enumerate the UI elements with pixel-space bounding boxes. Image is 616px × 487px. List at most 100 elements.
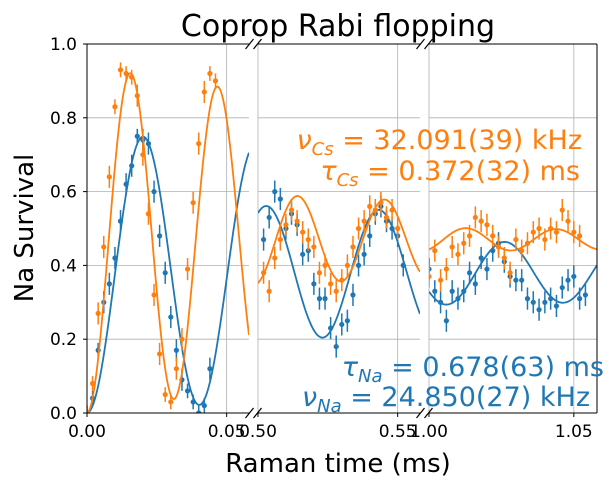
data-point [524, 240, 531, 246]
axis-break-mark [424, 407, 433, 419]
data-point [367, 233, 373, 239]
data-point [559, 284, 565, 291]
data-point [455, 296, 461, 302]
data-point [316, 270, 323, 276]
data-point [437, 277, 444, 283]
data-point [478, 255, 484, 261]
fit-curve-series-1 [258, 205, 420, 339]
x-tick-label: 1.05 [555, 422, 593, 442]
data-point [311, 244, 317, 250]
x-tick-label: 0.55 [379, 422, 417, 442]
data-point [316, 296, 323, 302]
data-point [429, 273, 432, 280]
data-point [179, 336, 185, 342]
data-point [294, 218, 300, 224]
data-point [484, 266, 490, 272]
panel-2: 0.50 0.55 [239, 43, 420, 442]
data-point [449, 244, 455, 250]
data-point [513, 277, 519, 283]
fit-curve-series-1 [429, 241, 597, 306]
data-point [389, 207, 395, 213]
data-point [339, 321, 345, 328]
data-point [151, 189, 157, 195]
data-point [571, 273, 577, 280]
data-point [328, 281, 334, 287]
data-point [145, 141, 152, 147]
data-point [277, 196, 283, 202]
data-point [553, 229, 560, 235]
cs-tau-label: τCs = 0.372(32) ms [320, 156, 580, 191]
data-point [501, 255, 507, 261]
axis-break-mark [416, 38, 425, 50]
x-tick-label: 0.00 [68, 422, 106, 442]
fit-curve-series-2 [429, 227, 597, 252]
data-point [530, 299, 536, 305]
data-point [106, 281, 112, 287]
data-point [190, 200, 196, 206]
data-point [490, 248, 496, 254]
data-point [548, 296, 554, 302]
data-point [565, 277, 571, 283]
y-tick-label: 1.0 [50, 35, 77, 55]
axis-break-mark [245, 38, 254, 50]
data-point [322, 296, 328, 302]
panels-layer: 0.00.20.40.60.81.00.00 0.050.50 0.551.00 1.… [50, 35, 598, 442]
panel-data [429, 198, 597, 332]
data-point [378, 200, 384, 206]
chart-title: Coprop Rabi flopping [181, 9, 495, 44]
axis-break-mark [253, 407, 262, 419]
data-point [577, 233, 583, 239]
data-point [582, 292, 589, 298]
x-tick-label: 0.50 [239, 422, 277, 442]
data-point [129, 163, 135, 169]
data-point [117, 67, 124, 73]
data-point [123, 70, 129, 77]
data-point [333, 288, 339, 294]
data-point [565, 218, 571, 224]
data-point [112, 104, 118, 110]
x-tick-label: 1.00 [410, 422, 448, 442]
data-point [339, 277, 345, 283]
data-point [272, 189, 278, 195]
data-point [123, 181, 129, 187]
data-point [173, 347, 179, 353]
data-point [443, 266, 449, 272]
data-point [361, 218, 367, 224]
data-point [350, 292, 356, 298]
data-point [162, 391, 168, 398]
na-tau-label: τNa = 0.678(63) ms [342, 352, 604, 387]
data-point [542, 236, 548, 243]
data-point [437, 299, 444, 305]
data-point [300, 229, 306, 235]
y-axis-label: Na Survival [10, 154, 40, 302]
data-point [355, 262, 362, 268]
data-point [266, 288, 272, 294]
data-point [372, 207, 378, 213]
data-point [536, 307, 542, 313]
data-point [173, 366, 179, 372]
data-point [129, 74, 135, 80]
na-frequency-label: νNa = 24.850(27) kHz [302, 382, 590, 417]
data-point [553, 303, 560, 309]
data-point [140, 152, 146, 158]
data-point [513, 236, 519, 243]
data-point [196, 410, 202, 413]
data-point [361, 251, 367, 257]
data-point [106, 174, 112, 180]
panel-1: 0.00 0.05 [68, 43, 249, 442]
fit-curve-series-2 [258, 195, 420, 284]
data-point [272, 255, 278, 261]
data-point [157, 233, 163, 239]
fit-curve-series-1 [87, 135, 249, 413]
data-point [519, 277, 525, 283]
data-point [472, 214, 478, 221]
data-point [134, 133, 140, 139]
data-point [260, 270, 267, 276]
data-point [571, 229, 577, 235]
y-tick-label: 0.2 [50, 330, 77, 350]
data-point [184, 388, 191, 394]
data-point [484, 222, 490, 228]
na-annotations: τNa = 0.678(63) ms νNa = 24.850(27) kHz [302, 352, 604, 417]
cs-frequency-label: νCs = 32.091(39) kHz [297, 125, 582, 160]
